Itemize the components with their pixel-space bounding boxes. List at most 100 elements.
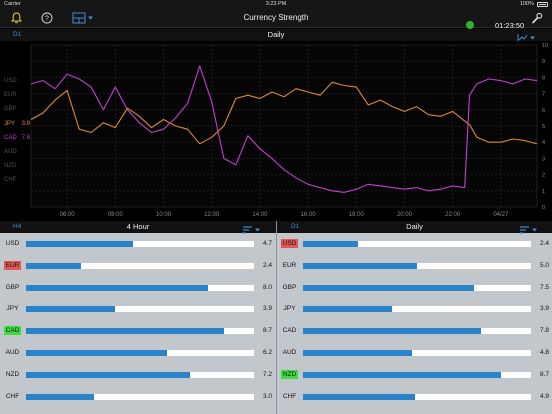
strength-bar-fill: [26, 393, 95, 400]
currency-row[interactable]: GBP 8.0: [0, 277, 276, 299]
strength-value: 3.9: [262, 305, 272, 313]
y-tick-label: 0: [542, 205, 545, 211]
y-tick-label: 9: [542, 59, 545, 65]
legend-value: 3.9: [21, 120, 30, 127]
strength-value: 5.0: [539, 261, 549, 269]
layout-menu-icon[interactable]: [72, 10, 98, 26]
legend-currency: EUR: [4, 92, 17, 99]
legend-currency: CHF: [4, 177, 17, 184]
currency-code: AUD: [282, 348, 297, 356]
y-tick-label: 10: [542, 43, 548, 49]
currency-row[interactable]: AUD 4.8: [277, 342, 552, 364]
y-tick-label: 5: [542, 124, 545, 130]
y-tick-label: 7: [542, 92, 545, 98]
panel-daily-title: Daily: [406, 222, 423, 231]
legend-value: 7.8: [21, 134, 30, 141]
panel-4h-rows: USD 4.7 EUR 2.4 GBP 8.0 JPY 3.9 CAD 8.7 AUD 6.2 NZD 7…: [0, 233, 276, 407]
currency-row[interactable]: CHF 4.9: [277, 386, 552, 408]
bell-icon[interactable]: [9, 10, 23, 26]
strength-bar-track: [303, 306, 531, 313]
strength-bar-track: [26, 306, 254, 313]
currency-row[interactable]: AUD 6.2: [0, 342, 276, 364]
strength-bar-track: [303, 262, 531, 269]
currency-row[interactable]: CAD 8.7: [0, 320, 276, 342]
sort-menu-icon[interactable]: [519, 222, 539, 240]
currency-code: USD: [5, 240, 20, 247]
currency-row[interactable]: NZD 7.2: [0, 364, 276, 386]
panel-4-hour: H4 4 Hour USD 4.7 EUR 2.4 GBP 8.0 JPY 3.9 CAD 8.7…: [0, 221, 276, 414]
strength-bar-track: [26, 371, 254, 378]
y-tick-label: 8: [542, 75, 545, 81]
currency-code: NZD: [281, 369, 298, 379]
y-tick-label: 3: [542, 156, 545, 162]
legend-entry[interactable]: USD: [4, 74, 30, 88]
server-clock: 01:23:50: [495, 21, 525, 30]
currency-row[interactable]: NZD 8.7: [277, 364, 552, 386]
chart-legend: USD EUR GBP JPY 3.9 CAD 7.8 AUD NZD CHF: [4, 74, 30, 188]
legend-entry[interactable]: GBP: [4, 102, 30, 116]
y-tick-label: 1: [542, 189, 545, 195]
currency-row[interactable]: EUR 2.4: [0, 255, 276, 277]
strength-bar-fill: [303, 284, 474, 291]
strength-bar-track: [303, 349, 531, 356]
strength-bar-track: [303, 241, 531, 247]
legend-entry[interactable]: CHF: [4, 173, 30, 187]
panel-4h-header: H4 4 Hour: [0, 221, 276, 234]
strength-value: 3.9: [539, 305, 549, 313]
currency-code: NZD: [5, 370, 20, 378]
x-tick-label: 04/27: [493, 212, 509, 218]
strength-bar-fill: [303, 371, 502, 378]
strength-value: 3.0: [262, 392, 272, 400]
strength-bar-fill: [26, 262, 81, 269]
y-tick-label: 2: [542, 173, 545, 179]
strength-value: 8.0: [262, 283, 272, 291]
strength-bar-fill: [303, 393, 415, 400]
currency-row[interactable]: CHF 3.0: [0, 386, 276, 408]
panel-4h-timeframe[interactable]: H4: [13, 223, 22, 230]
panel-daily-timeframe[interactable]: D1: [291, 223, 300, 230]
strength-bar-track: [303, 371, 531, 378]
currency-row[interactable]: EUR 5.0: [277, 255, 552, 277]
strength-value: 2.4: [262, 261, 272, 269]
strength-value: 4.8: [539, 348, 549, 356]
settings-wrench-icon[interactable]: [530, 10, 544, 26]
panel-daily-rows: USD 2.4 EUR 5.0 GBP 7.5 JPY 3.9 CAD 7.8 AUD 4.8 NZD 8…: [277, 233, 552, 407]
x-tick-label: 22:00: [445, 212, 461, 218]
panel-4h-title: 4 Hour: [126, 222, 150, 231]
currency-code: AUD: [5, 348, 20, 356]
chart-svg: 0 1 2 3 4 5 6 7 8 9 10 06:00 08:00 10:00 12:00 14:00 16:…: [30, 43, 548, 218]
strength-bar-track: [26, 328, 254, 335]
strength-bar-fill: [26, 284, 209, 291]
strength-bar-track: [26, 241, 254, 247]
currency-row[interactable]: USD 4.7: [0, 233, 276, 255]
legend-entry[interactable]: AUD: [4, 145, 30, 159]
currency-row[interactable]: GBP 7.5: [277, 277, 552, 299]
strength-value: 6.2: [262, 348, 272, 356]
legend-currency: JPY: [4, 120, 16, 127]
legend-entry[interactable]: EUR: [4, 88, 30, 102]
currency-code: CAD: [282, 327, 297, 335]
currency-code: EUR: [4, 260, 21, 270]
help-icon[interactable]: ?: [40, 10, 54, 26]
legend-entry[interactable]: CAD 7.8: [4, 131, 30, 145]
currency-row[interactable]: CAD 7.8: [277, 320, 552, 342]
strength-value: 8.7: [539, 370, 549, 378]
main-chart-timeframe[interactable]: D1: [13, 31, 22, 38]
currency-row[interactable]: JPY 3.9: [0, 298, 276, 320]
svg-text:?: ?: [45, 16, 49, 23]
currency-code: USD: [281, 239, 298, 248]
battery-icon: [537, 1, 548, 7]
currency-row[interactable]: JPY 3.9: [277, 298, 552, 320]
currency-row[interactable]: USD 2.4: [277, 233, 552, 255]
strength-bar-fill: [303, 349, 413, 356]
sort-menu-icon[interactable]: [242, 222, 262, 240]
strength-bar-fill: [303, 306, 392, 313]
legend-entry[interactable]: JPY 3.9: [4, 117, 30, 131]
x-tick-label: 10:00: [156, 212, 172, 218]
strength-line-chart[interactable]: 0 1 2 3 4 5 6 7 8 9 10 06:00 08:00 10:00 12:00 14:00 16:…: [0, 41, 552, 221]
strength-bar-fill: [26, 241, 134, 247]
x-tick-label: 06:00: [60, 212, 76, 218]
x-tick-label: 20:00: [397, 212, 413, 218]
currency-code: GBP: [5, 283, 20, 291]
legend-entry[interactable]: NZD: [4, 159, 30, 173]
